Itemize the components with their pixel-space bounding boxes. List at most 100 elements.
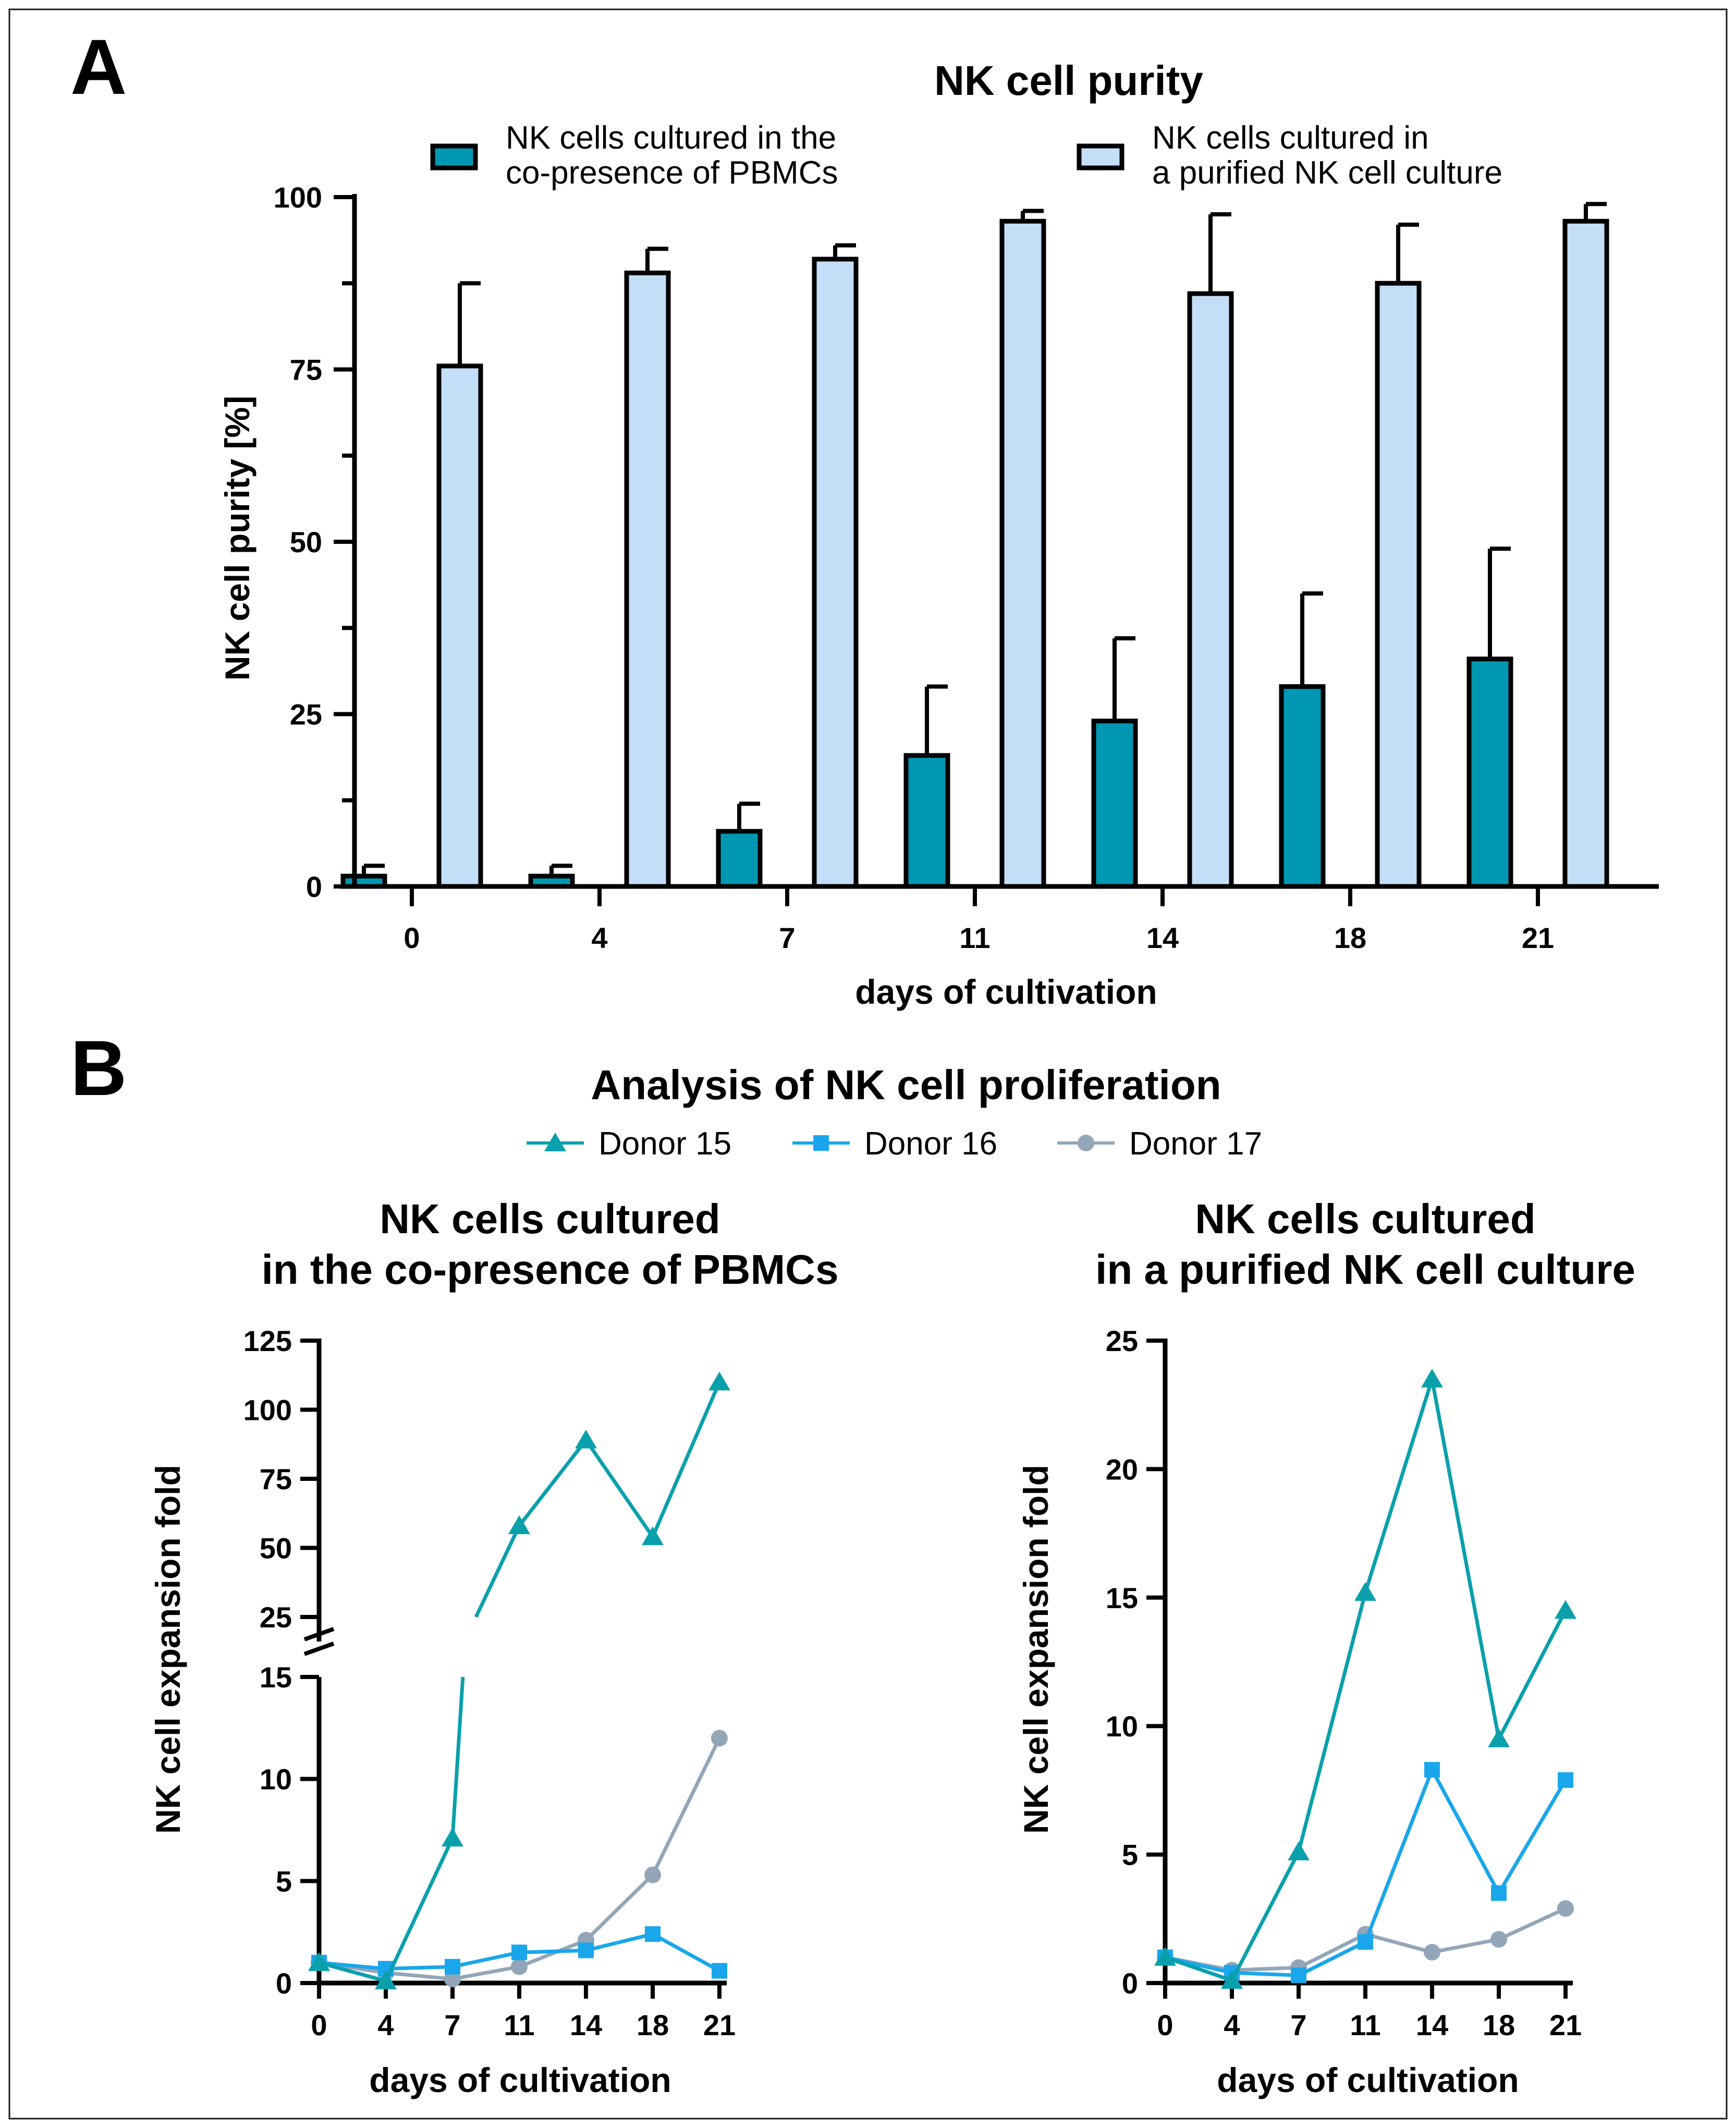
y-tick-label-15: 15 — [1106, 1582, 1138, 1614]
point-donor-15-day14 — [575, 1429, 597, 1449]
point-donor-16-day7 — [1291, 1967, 1306, 1984]
line-donor-17 — [319, 1737, 722, 1981]
figure-frame — [8, 8, 1728, 2120]
point-donor-16-day18 — [645, 1926, 661, 1942]
legend-marker-donor-17 — [1078, 1135, 1094, 1151]
x-tick-label-7: 7 — [1290, 2009, 1306, 2041]
y-tick-label-25: 25 — [260, 1601, 292, 1634]
bar-s1-day4 — [624, 270, 671, 889]
panel-b-left-x-axis-label: days of cultivation — [369, 2061, 671, 2099]
panel-label-b: B — [70, 1024, 127, 1112]
y-tick-label-10: 10 — [260, 1763, 292, 1796]
point-donor-15-day14 — [1421, 1368, 1443, 1388]
panel-b-right-x-axis-label: days of cultivation — [1217, 2061, 1519, 2099]
point-donor-15-day18 — [642, 1526, 664, 1546]
bar-s1-day11 — [999, 218, 1046, 889]
bar-s0-day18 — [1279, 684, 1326, 889]
y-tick-label-125: 125 — [243, 1324, 292, 1357]
bar-s1-day14 — [1187, 291, 1234, 889]
y-tick-label-15: 15 — [260, 1661, 292, 1694]
legend-label-pbmc-line1: NK cells cultured in the — [506, 120, 836, 156]
point-donor-16-day11 — [1358, 1934, 1373, 1950]
y-tick-label-5: 5 — [276, 1865, 292, 1898]
x-tick-label-0: 0 — [1157, 2009, 1173, 2041]
y-tick-label-25: 25 — [290, 698, 322, 731]
x-tick-label-0: 0 — [311, 2009, 327, 2041]
x-tick-label-7: 7 — [779, 921, 795, 954]
panel-b-right-title-line1: NK cells cultured — [1195, 1196, 1536, 1242]
point-donor-16-day14 — [578, 1942, 594, 1959]
point-donor-15-day21 — [708, 1371, 730, 1391]
bar-s1-day0 — [436, 363, 483, 889]
panel-b-right-line-chart: NK cells cultured in a purified NK cell … — [1017, 1196, 1635, 2099]
y-tick-label-25: 25 — [1106, 1324, 1138, 1357]
y-tick-label-10: 10 — [1106, 1710, 1138, 1743]
point-donor-17-day14 — [1424, 1943, 1440, 1961]
legend-a: NK cells cultured in the co-presence of … — [430, 120, 1502, 191]
y-tick-label-50: 50 — [260, 1532, 292, 1565]
point-donor-16-day21 — [712, 1963, 727, 1979]
point-donor-16-day14 — [1424, 1761, 1440, 1778]
panel-a-y-axis-label: NK cell purity [%] — [218, 396, 256, 680]
panel-b-right-title-line2: in a purified NK cell culture — [1095, 1246, 1635, 1293]
legend-label-purified-line2: a purified NK cell culture — [1152, 155, 1502, 191]
legend-label-donor-17: Donor 17 — [1129, 1126, 1262, 1162]
legend-b: Donor 15 Donor 16 Donor 17 — [527, 1126, 1262, 1162]
y-tick-label-50: 50 — [290, 526, 322, 558]
x-tick-label-4: 4 — [591, 921, 607, 954]
point-donor-17-day21 — [1557, 1900, 1574, 1917]
point-donor-16-day11 — [511, 1944, 527, 1961]
point-donor-15-day0 — [1154, 1947, 1176, 1966]
x-tick-label-18: 18 — [1334, 921, 1366, 954]
x-tick-label-14: 14 — [570, 2009, 602, 2041]
bar-s0-day14 — [1091, 719, 1138, 889]
y-tick-label-100: 100 — [274, 181, 322, 214]
point-donor-15-day4 — [375, 1971, 397, 1990]
y-tick-label-0: 0 — [276, 1967, 292, 2000]
legend-label-donor-15: Donor 15 — [598, 1126, 731, 1162]
x-tick-label-0: 0 — [404, 921, 420, 954]
legend-marker-donor-15 — [544, 1133, 566, 1151]
y-tick-label-20: 20 — [1106, 1453, 1138, 1486]
point-donor-15-day7 — [442, 1828, 463, 1847]
legend-marker-donor-16 — [813, 1135, 829, 1151]
x-tick-label-21: 21 — [1549, 2009, 1582, 2041]
x-tick-label-18: 18 — [637, 2009, 669, 2041]
panel-b-left-y-axis-label: NK cell expansion fold — [149, 1465, 187, 1834]
point-donor-17-day18 — [1490, 1931, 1507, 1948]
legend-swatch-pbmc — [430, 143, 478, 171]
panel-a-x-axis-label: days of cultivation — [855, 972, 1157, 1011]
y-tick-label-0: 0 — [1122, 1967, 1138, 2000]
panel-a-bar-chart: NK cell purity NK cells cultured in the … — [218, 57, 1659, 1011]
bar-s0-day11 — [903, 753, 950, 889]
y-tick-label-75: 75 — [290, 354, 322, 386]
point-donor-17-day11 — [511, 1958, 528, 1975]
y-tick-label-5: 5 — [1122, 1839, 1138, 1871]
axis-break-mark — [303, 1641, 335, 1656]
panel-a-title: NK cell purity — [934, 57, 1203, 104]
y-tick-label-0: 0 — [306, 870, 322, 903]
point-donor-17-day21 — [711, 1730, 728, 1747]
point-donor-15-day11 — [1354, 1582, 1376, 1601]
panel-b-title: Analysis of NK cell proliferation — [591, 1062, 1221, 1108]
bar-s1-day21 — [1562, 218, 1609, 889]
bar-s1-day7 — [812, 257, 859, 889]
point-donor-15-day21 — [1555, 1600, 1576, 1619]
legend-label-donor-16: Donor 16 — [864, 1126, 997, 1162]
panel-b-left-title-line2: in the co-presence of PBMCs — [262, 1246, 839, 1293]
line-donor-15 — [319, 1381, 722, 1983]
legend-label-purified-line1: NK cells cultured in — [1152, 120, 1429, 156]
panel-b-right-y-axis-label: NK cell expansion fold — [1017, 1465, 1055, 1834]
y-tick-label-75: 75 — [260, 1463, 292, 1495]
bar-s0-day7 — [716, 829, 763, 889]
x-tick-label-14: 14 — [1146, 921, 1179, 954]
panel-b-left-line-chart: NK cells cultured in the co-presence of … — [149, 1196, 838, 2099]
point-donor-16-day21 — [1558, 1772, 1573, 1788]
panel-b-left-title-line1: NK cells cultured — [380, 1196, 720, 1242]
x-tick-label-18: 18 — [1483, 2009, 1515, 2041]
x-tick-label-11: 11 — [959, 921, 990, 954]
x-tick-label-11: 11 — [504, 2009, 534, 2041]
x-tick-label-14: 14 — [1416, 2009, 1448, 2041]
panel-b-header: Analysis of NK cell proliferation Donor … — [527, 1062, 1262, 1162]
y-tick-label-100: 100 — [243, 1394, 292, 1427]
